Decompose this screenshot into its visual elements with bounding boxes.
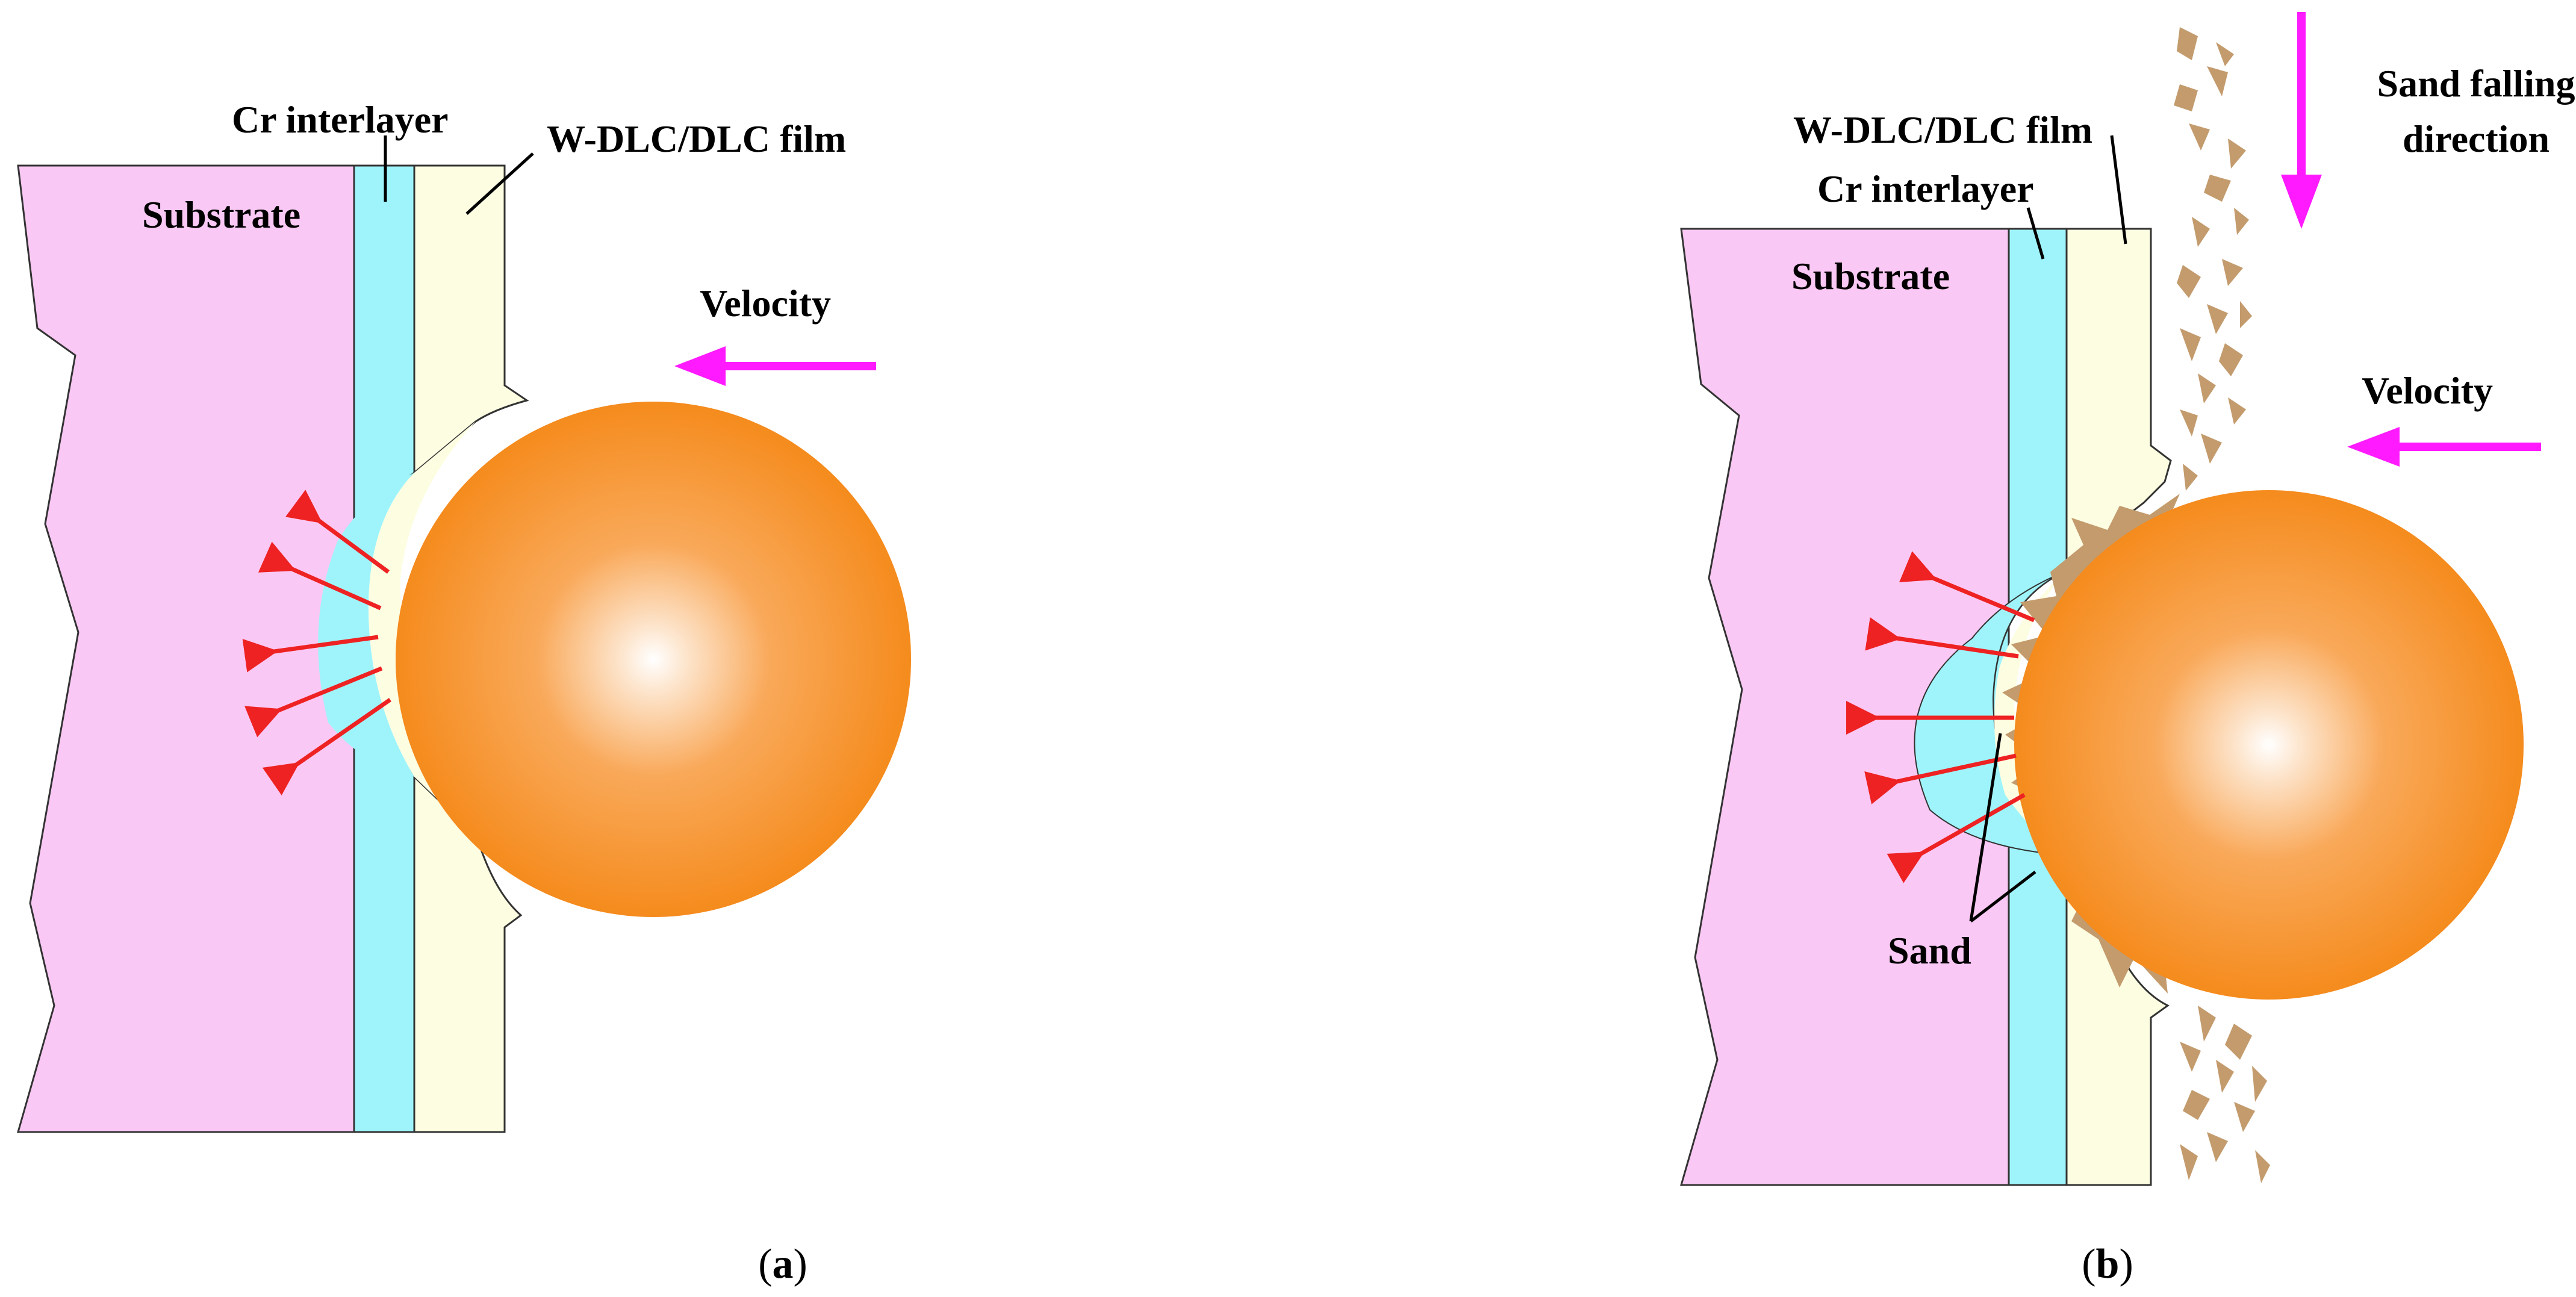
deformed-cr-zone [318,473,414,777]
sand-particle [2225,1024,2252,1060]
impact-ball [2014,490,2524,1000]
sand-particle [2228,397,2246,425]
panel-a: Cr interlayer W-DLC/DLC film Substrate V… [17,98,911,1287]
sand-particle [2180,409,2198,437]
arrow-stress-a1 [285,490,390,574]
arrow-stress-a5 [262,698,391,795]
sand-particle [2183,1090,2210,1120]
label-cr-interlayer: Cr interlayer [232,98,449,141]
impact-ball [396,402,911,917]
sand-particle [2180,1042,2201,1072]
label-sand-falling-line1: Sand falling [2377,62,2575,105]
sand-particle [2192,217,2210,247]
arrow-stress-b1 [1899,551,2035,623]
deformed-film-zone [368,421,477,837]
sand-particle [2222,259,2243,286]
sand-particle [2207,1132,2228,1162]
sand-particle [2234,208,2249,235]
leader-sand-2 [1970,871,2036,922]
sand-particle [2201,434,2222,464]
deformed-film-zone [1994,571,2067,855]
sand-particle [2252,1066,2267,1102]
sand-particle [2219,343,2243,376]
leader-cr-interlayer [2026,207,2045,260]
sand-particle [2255,1150,2270,1183]
sand-particle [2180,328,2201,361]
sand-particle [2174,84,2198,111]
sand-particle [2177,27,2198,60]
arrow-stress-a3 [242,635,379,673]
velocity-arrow-head [674,346,726,386]
arrow-stress-a4 [244,666,383,738]
sand-particle [2207,66,2228,96]
sand-particle [2198,1006,2216,1042]
sand-particle [2207,304,2228,334]
caption-b: (b) [2082,1241,2133,1287]
deformed-cr-zone [1914,570,2069,856]
sand-falling-arrow-head [2281,175,2322,229]
panel-b: W-DLC/DLC film Cr interlayer Substrate S… [1680,12,2575,1287]
sand-particle [2180,1144,2198,1180]
label-cr-interlayer: Cr interlayer [1817,167,2034,210]
label-film: W-DLC/DLC film [1793,108,2092,151]
label-film: W-DLC/DLC film [547,117,846,160]
leader-film [2110,135,2127,244]
falling-sand-particles [2174,27,2270,1183]
dlc-film-region [413,164,529,1133]
label-sand-falling-line2: direction [2403,117,2550,160]
sand-particle [2216,42,2234,66]
sand-particle [2198,373,2216,403]
label-substrate: Substrate [1791,255,1950,297]
caption-a: (a) [758,1241,807,1287]
label-velocity: Velocity [2362,369,2493,412]
velocity-arrow-head [2347,427,2400,467]
sand-particle [2234,1102,2255,1132]
sand-particle [2183,464,2198,491]
label-sand: Sand [1888,929,1971,972]
leader-film [465,152,534,215]
label-substrate: Substrate [142,193,300,236]
arrow-stress-a2 [258,541,382,611]
sand-particle [2204,175,2231,202]
label-velocity: Velocity [700,282,831,325]
sand-particle [2177,265,2201,298]
sand-particle [2216,1060,2234,1093]
arrow-stress-b2 [1865,617,2019,659]
sand-particle [2228,138,2246,169]
arrow-stress-b5 [1887,792,2026,883]
sand-particle [2240,301,2252,328]
leader-sand-1 [1969,733,2002,922]
sand-particle [2189,123,2210,151]
